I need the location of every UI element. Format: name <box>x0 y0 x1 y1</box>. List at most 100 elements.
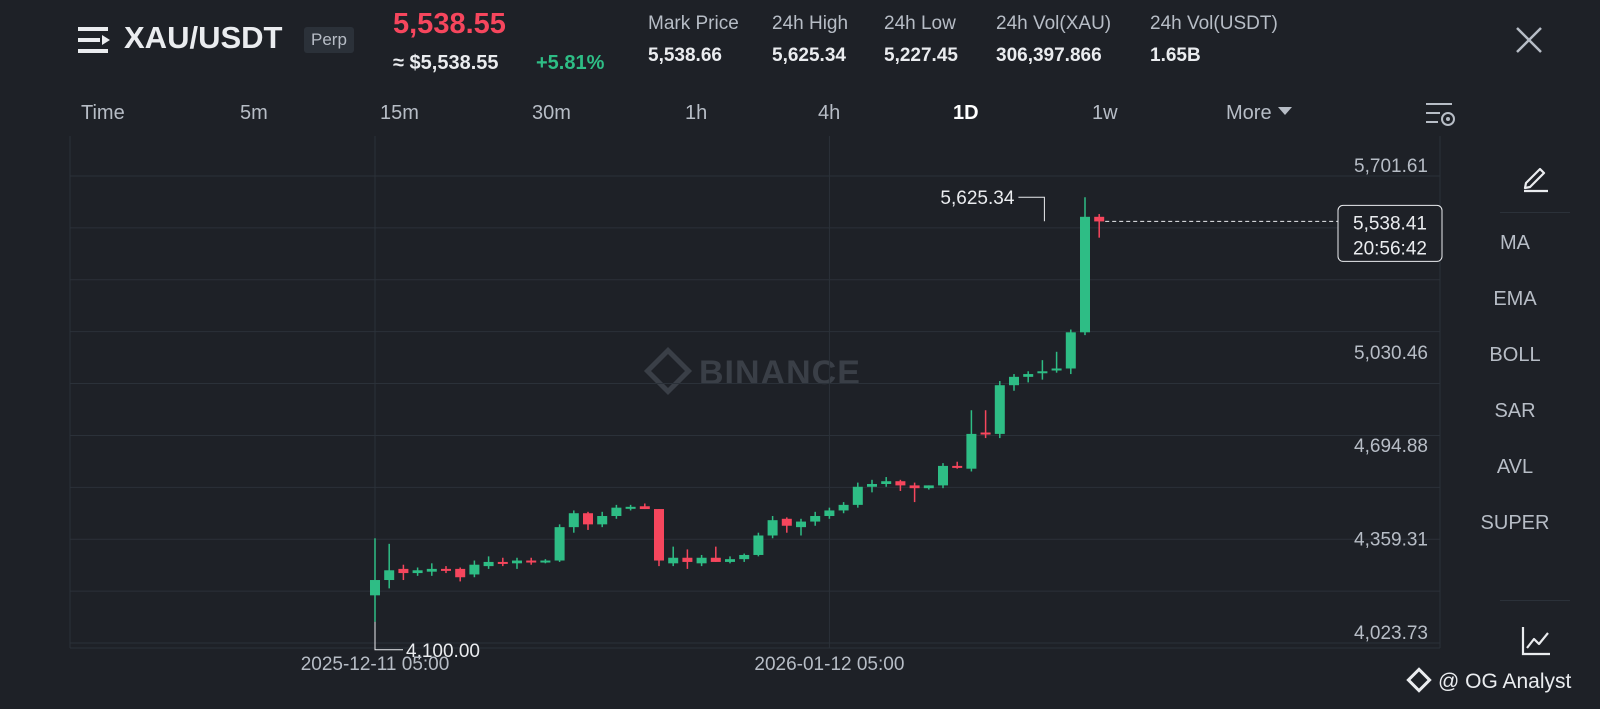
interval-4h[interactable]: 4h <box>818 102 841 124</box>
approx-price: ≈ $5,538.55 <box>393 52 499 74</box>
candle-body <box>852 486 863 505</box>
low-label: 4,100.00 <box>406 641 480 662</box>
interval-more-label: More <box>1226 102 1272 124</box>
stat-value: 1.65B <box>1150 45 1201 66</box>
interval-1w[interactable]: 1w <box>1092 102 1118 124</box>
candle-body <box>611 507 622 517</box>
x-tick-label: 2025-12-11 05:00 <box>301 654 450 675</box>
candle-body <box>1051 368 1062 371</box>
interval-30m[interactable]: 30m <box>532 102 571 124</box>
stat-24h-vol-xau: 24h Vol(XAU) 306,397.866 <box>996 13 1111 67</box>
candle-body <box>1009 376 1019 386</box>
candle-body <box>583 513 593 525</box>
credit-label: @ OG Analyst <box>1438 670 1572 693</box>
interval-15m[interactable]: 15m <box>380 102 419 124</box>
stat-24h-low: 24h Low 5,227.45 <box>884 13 958 67</box>
candle-body <box>824 510 835 517</box>
stat-label: 24h High <box>772 13 849 34</box>
stat-label: 24h Vol(USDT) <box>1150 13 1278 34</box>
stat-value: 5,227.45 <box>884 45 958 66</box>
candle-body <box>966 433 977 469</box>
candle-body <box>867 483 877 487</box>
candle-body <box>725 559 735 562</box>
candle-body <box>1065 332 1076 369</box>
candle-body <box>426 568 437 572</box>
tool-ema[interactable]: EMA <box>1493 288 1537 310</box>
candle-body <box>1094 216 1105 222</box>
close-icon[interactable] <box>1514 25 1544 55</box>
countdown-label: 20:56:42 <box>1353 238 1427 259</box>
tool-boll[interactable]: BOLL <box>1489 344 1541 366</box>
stat-label: 24h Low <box>884 13 956 34</box>
last-price: 5,538.55 <box>393 8 506 40</box>
candle-body <box>469 564 480 575</box>
candle-body <box>384 570 395 581</box>
stat-24h-high: 24h High 5,625.34 <box>772 13 848 67</box>
interval-time[interactable]: Time <box>81 102 125 124</box>
menu-icon[interactable] <box>78 26 112 54</box>
line-chart-icon[interactable] <box>1520 625 1552 657</box>
candle-body <box>895 481 906 486</box>
watermark-text: BINANCE <box>699 354 861 392</box>
price-change: +5.81% <box>536 52 605 74</box>
y-tick-label: 4,694.88 <box>1354 436 1428 457</box>
candle-body <box>483 561 494 567</box>
candle-body <box>796 521 806 528</box>
candle-body <box>540 560 551 563</box>
stat-24h-vol-usdt: 24h Vol(USDT) 1.65B <box>1150 13 1278 67</box>
candle-body <box>994 385 1005 434</box>
chart-annotations: 5,625.34 4,100.00 5,538.41 20:56:42 <box>374 188 1443 662</box>
candle-body <box>398 568 409 574</box>
candle-body <box>980 432 991 435</box>
candle-body <box>909 485 920 489</box>
stat-value: 5,625.34 <box>772 45 846 66</box>
candle-body <box>526 560 537 563</box>
candle-body <box>952 465 963 468</box>
y-tick-label: 4,359.31 <box>1354 530 1428 551</box>
candle-body <box>568 513 579 528</box>
chart-settings-icon[interactable] <box>1424 100 1456 130</box>
divider <box>1500 600 1570 601</box>
candle-body <box>597 516 608 525</box>
y-tick-label: 5,030.46 <box>1354 343 1428 364</box>
current-price-box <box>1337 204 1443 262</box>
stat-value: 5,538.66 <box>648 45 722 66</box>
interval-1h[interactable]: 1h <box>685 102 708 124</box>
candle-body <box>1023 374 1034 377</box>
interval-5m[interactable]: 5m <box>240 102 268 124</box>
pair-title[interactable]: XAU/USDT <box>124 20 283 55</box>
high-label: 5,625.34 <box>940 188 1014 209</box>
candle-body <box>810 516 821 522</box>
stat-value: 306,397.866 <box>996 45 1102 66</box>
candle-body <box>455 568 466 578</box>
candle-body <box>639 506 650 510</box>
interval-1d[interactable]: 1D <box>953 102 979 124</box>
tool-avl[interactable]: AVL <box>1496 456 1534 478</box>
candle-body <box>682 557 693 562</box>
candle-body <box>412 570 423 574</box>
stat-label: 24h Vol(XAU) <box>996 13 1112 34</box>
tool-super[interactable]: SUPER <box>1480 512 1550 534</box>
caret-down-icon <box>1277 106 1292 115</box>
candle-body <box>696 557 707 564</box>
candle-body <box>710 557 721 562</box>
candle-body <box>753 535 764 555</box>
interval-more[interactable]: More <box>1226 102 1292 125</box>
tool-ma[interactable]: MA <box>1500 232 1530 254</box>
low-marker-line <box>374 621 403 651</box>
candle-body <box>625 506 636 509</box>
divider <box>1500 212 1570 213</box>
perp-badge: Perp <box>304 27 354 53</box>
candle-body <box>1080 216 1090 333</box>
high-marker-line <box>1018 196 1045 222</box>
pencil-icon[interactable] <box>1520 161 1552 193</box>
candle-body <box>1037 371 1048 374</box>
candle-body <box>370 580 380 596</box>
stat-mark-price: Mark Price 5,538.66 <box>648 13 739 67</box>
stat-label: Mark Price <box>648 13 739 34</box>
current-price-label: 5,538.41 <box>1353 213 1427 234</box>
y-tick-label: 4,023.73 <box>1354 623 1428 644</box>
binance-logo-icon <box>1406 667 1432 694</box>
tool-sar[interactable]: SAR <box>1494 400 1536 422</box>
